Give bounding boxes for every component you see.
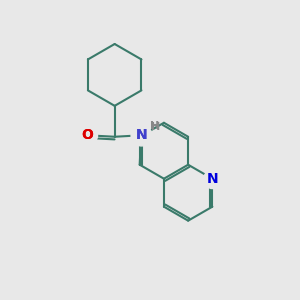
Text: N: N bbox=[135, 128, 147, 142]
Text: O: O bbox=[82, 128, 94, 142]
Text: H: H bbox=[150, 122, 159, 131]
Text: N: N bbox=[207, 172, 218, 186]
Text: N: N bbox=[135, 128, 147, 142]
Text: H: H bbox=[151, 122, 160, 132]
Text: O: O bbox=[82, 128, 94, 142]
